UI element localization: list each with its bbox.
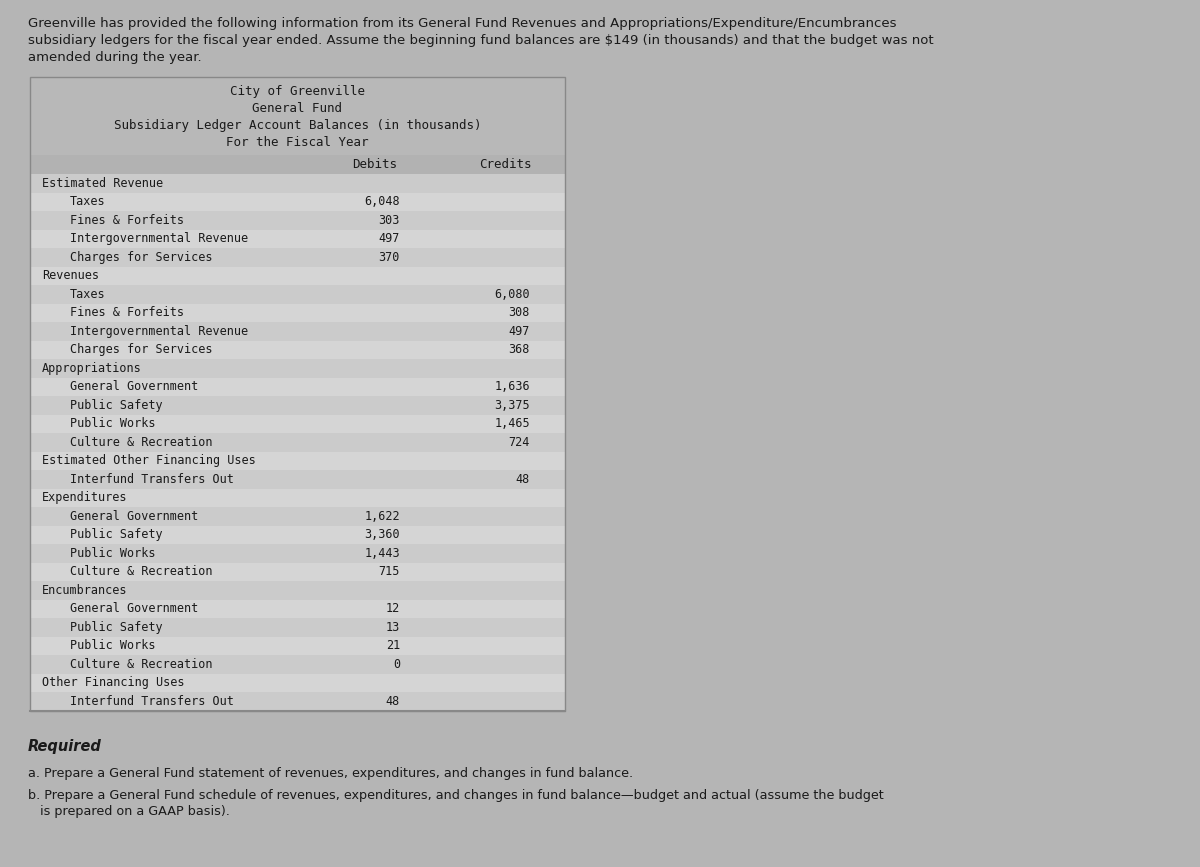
- Text: 715: 715: [379, 565, 400, 578]
- Text: Culture & Recreation: Culture & Recreation: [70, 565, 212, 578]
- Text: Debits: Debits: [353, 158, 397, 171]
- Text: Charges for Services: Charges for Services: [70, 251, 212, 264]
- Text: 12: 12: [385, 603, 400, 616]
- Bar: [30, 211, 565, 230]
- Text: amended during the year.: amended during the year.: [28, 51, 202, 64]
- Bar: [30, 155, 565, 174]
- Bar: [30, 618, 565, 636]
- Text: For the Fiscal Year: For the Fiscal Year: [227, 136, 368, 149]
- Text: Public Works: Public Works: [70, 639, 156, 652]
- Bar: [30, 507, 565, 525]
- Text: 1,465: 1,465: [494, 417, 530, 430]
- Text: Fines & Forfeits: Fines & Forfeits: [70, 306, 184, 319]
- Bar: [30, 248, 565, 266]
- Text: 1,636: 1,636: [494, 381, 530, 394]
- Bar: [30, 230, 565, 248]
- Text: General Fund: General Fund: [252, 102, 342, 115]
- Bar: [30, 655, 565, 674]
- Bar: [30, 341, 565, 359]
- Text: 303: 303: [379, 214, 400, 227]
- Bar: [30, 563, 565, 581]
- Text: Taxes: Taxes: [70, 288, 106, 301]
- Text: General Government: General Government: [70, 381, 198, 394]
- Text: Appropriations: Appropriations: [42, 362, 142, 375]
- Bar: [30, 377, 565, 396]
- Text: 308: 308: [509, 306, 530, 319]
- Bar: [30, 414, 565, 433]
- Bar: [30, 303, 565, 322]
- Bar: [30, 174, 565, 192]
- Text: Expenditures: Expenditures: [42, 492, 127, 505]
- Text: 1,622: 1,622: [365, 510, 400, 523]
- Text: subsidiary ledgers for the fiscal year ended. Assume the beginning fund balances: subsidiary ledgers for the fiscal year e…: [28, 34, 934, 47]
- Bar: [30, 192, 565, 211]
- Text: General Government: General Government: [70, 603, 198, 616]
- Text: Revenues: Revenues: [42, 270, 98, 283]
- Text: 3,375: 3,375: [494, 399, 530, 412]
- Text: 1,443: 1,443: [365, 547, 400, 560]
- Text: Required: Required: [28, 739, 102, 753]
- Bar: [30, 77, 565, 710]
- Text: Other Financing Uses: Other Financing Uses: [42, 676, 185, 689]
- Text: 497: 497: [379, 232, 400, 245]
- Text: 497: 497: [509, 325, 530, 338]
- Bar: [30, 433, 565, 452]
- Text: City of Greenville: City of Greenville: [230, 85, 365, 98]
- Text: Fines & Forfeits: Fines & Forfeits: [70, 214, 184, 227]
- Text: Intergovernmental Revenue: Intergovernmental Revenue: [70, 325, 248, 338]
- Text: Interfund Transfers Out: Interfund Transfers Out: [70, 473, 234, 486]
- Bar: [30, 636, 565, 655]
- Text: is prepared on a GAAP basis).: is prepared on a GAAP basis).: [28, 805, 230, 818]
- Bar: [30, 599, 565, 618]
- Text: 724: 724: [509, 436, 530, 449]
- Bar: [30, 77, 565, 155]
- Text: 13: 13: [385, 621, 400, 634]
- Text: 6,048: 6,048: [365, 195, 400, 208]
- Text: 0: 0: [392, 658, 400, 671]
- Text: Encumbrances: Encumbrances: [42, 583, 127, 596]
- Text: Subsidiary Ledger Account Balances (in thousands): Subsidiary Ledger Account Balances (in t…: [114, 119, 481, 132]
- Text: 48: 48: [516, 473, 530, 486]
- Text: Public Safety: Public Safety: [70, 528, 163, 541]
- Text: Culture & Recreation: Culture & Recreation: [70, 436, 212, 449]
- Bar: [30, 322, 565, 341]
- Text: Greenville has provided the following information from its General Fund Revenues: Greenville has provided the following in…: [28, 17, 896, 30]
- Bar: [30, 674, 565, 692]
- Text: 6,080: 6,080: [494, 288, 530, 301]
- Text: Public Works: Public Works: [70, 547, 156, 560]
- Bar: [30, 581, 565, 599]
- Text: Estimated Other Financing Uses: Estimated Other Financing Uses: [42, 454, 256, 467]
- Text: Taxes: Taxes: [70, 195, 106, 208]
- Text: b. Prepare a General Fund schedule of revenues, expenditures, and changes in fun: b. Prepare a General Fund schedule of re…: [28, 788, 883, 801]
- Bar: [30, 452, 565, 470]
- Text: 368: 368: [509, 343, 530, 356]
- Text: Public Works: Public Works: [70, 417, 156, 430]
- Bar: [30, 692, 565, 710]
- Bar: [30, 488, 565, 507]
- Text: Public Safety: Public Safety: [70, 399, 163, 412]
- Bar: [30, 266, 565, 285]
- Text: Estimated Revenue: Estimated Revenue: [42, 177, 163, 190]
- Text: Public Safety: Public Safety: [70, 621, 163, 634]
- Bar: [30, 525, 565, 544]
- Text: a. Prepare a General Fund statement of revenues, expenditures, and changes in fu: a. Prepare a General Fund statement of r…: [28, 766, 634, 779]
- Bar: [30, 544, 565, 563]
- Text: General Government: General Government: [70, 510, 198, 523]
- Text: Charges for Services: Charges for Services: [70, 343, 212, 356]
- Text: 3,360: 3,360: [365, 528, 400, 541]
- Bar: [30, 359, 565, 377]
- Text: Intergovernmental Revenue: Intergovernmental Revenue: [70, 232, 248, 245]
- Bar: [30, 470, 565, 488]
- Bar: [30, 396, 565, 414]
- Text: 21: 21: [385, 639, 400, 652]
- Bar: [30, 285, 565, 303]
- Text: Credits: Credits: [479, 158, 532, 171]
- Text: 370: 370: [379, 251, 400, 264]
- Text: Interfund Transfers Out: Interfund Transfers Out: [70, 694, 234, 707]
- Text: 48: 48: [385, 694, 400, 707]
- Text: Culture & Recreation: Culture & Recreation: [70, 658, 212, 671]
